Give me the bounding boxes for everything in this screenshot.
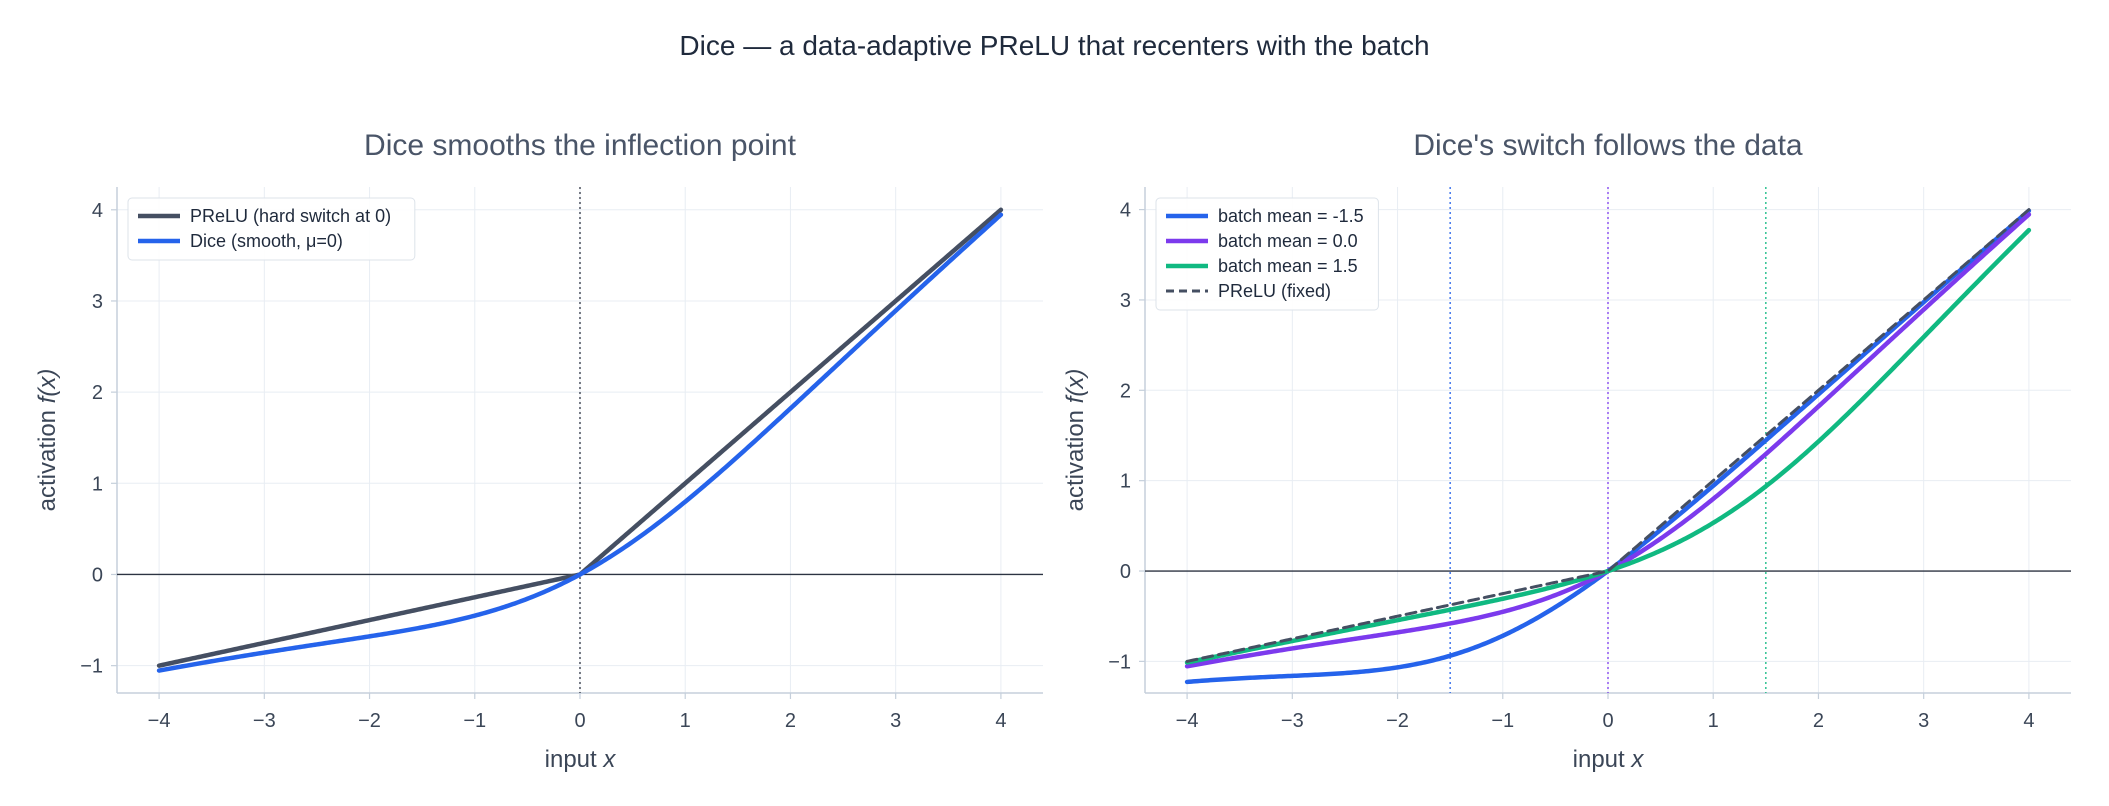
x-tick-label: 2 xyxy=(1813,710,1824,732)
x-tick-label: −2 xyxy=(358,710,381,732)
x-tick-label: −2 xyxy=(1386,710,1409,732)
series-line xyxy=(156,212,1004,673)
x-tick-label: 0 xyxy=(574,710,585,732)
y-axis-label: activation f(x) xyxy=(1062,369,1089,512)
x-tick-label: 1 xyxy=(1708,710,1719,732)
legend-label: batch mean = 1.5 xyxy=(1218,256,1358,276)
y-tick-label: 1 xyxy=(1120,471,1131,493)
legend-label: Dice (smooth, μ=0) xyxy=(190,231,343,251)
x-tick-label: 1 xyxy=(680,710,691,732)
chart-panel-2: Dice's switch follows the data −4 −3 −2 −1 0 1… xyxy=(1062,129,2071,773)
panel-title: Dice smooths the inflection point xyxy=(364,129,797,162)
x-axis-label: input x xyxy=(545,746,617,773)
x-tick-label: 3 xyxy=(890,710,901,732)
x-tick-label: −4 xyxy=(148,710,171,732)
figure-title: Dice — a data-adaptive PReLU that recent… xyxy=(679,30,1430,61)
legend-label: batch mean = 0.0 xyxy=(1218,231,1358,251)
x-tick-label: 2 xyxy=(785,710,796,732)
y-tick-label: 0 xyxy=(92,564,103,586)
legend: batch mean = -1.5 batch mean = 0.0 batch m… xyxy=(1155,197,1379,311)
x-tick-label: 4 xyxy=(995,710,1006,732)
y-tick-label: 1 xyxy=(92,473,103,495)
legend-label: batch mean = -1.5 xyxy=(1218,206,1364,226)
y-tick-label: 2 xyxy=(92,382,103,404)
x-axis-label: input x xyxy=(1573,746,1645,773)
x-tick-label: −3 xyxy=(253,710,276,732)
x-tick-label: −3 xyxy=(1281,710,1304,732)
legend-box xyxy=(127,197,416,261)
x-tick-label: −1 xyxy=(1491,710,1514,732)
x-tick-label: −1 xyxy=(463,710,486,732)
chart-panel-1: Dice smooths the inflection point −4 −3 −2 −… xyxy=(34,129,1043,773)
legend: PReLU (hard switch at 0) Dice (smooth, μ=… xyxy=(127,197,416,261)
x-tick-label: 4 xyxy=(2023,710,2034,732)
y-tick-label: 3 xyxy=(1120,290,1131,312)
x-tick-label: 0 xyxy=(1602,710,1613,732)
y-axis-label: activation f(x) xyxy=(34,369,61,512)
panel-title: Dice's switch follows the data xyxy=(1413,129,1803,162)
legend-box xyxy=(1155,197,1379,311)
x-tick-label: −4 xyxy=(1176,710,1199,732)
y-tick-label: 2 xyxy=(1120,380,1131,402)
y-tick-label: 4 xyxy=(92,200,103,222)
y-tick-label: 3 xyxy=(92,291,103,313)
y-tick-label: 4 xyxy=(1120,200,1131,222)
y-tick-label: 0 xyxy=(1120,561,1131,583)
legend-label: PReLU (fixed) xyxy=(1218,281,1331,301)
x-tick-label: 3 xyxy=(1918,710,1929,732)
y-tick-label: −1 xyxy=(80,656,103,678)
y-tick-label: −1 xyxy=(1108,651,1131,673)
series-line xyxy=(1185,208,2031,663)
legend-label: PReLU (hard switch at 0) xyxy=(190,206,391,226)
